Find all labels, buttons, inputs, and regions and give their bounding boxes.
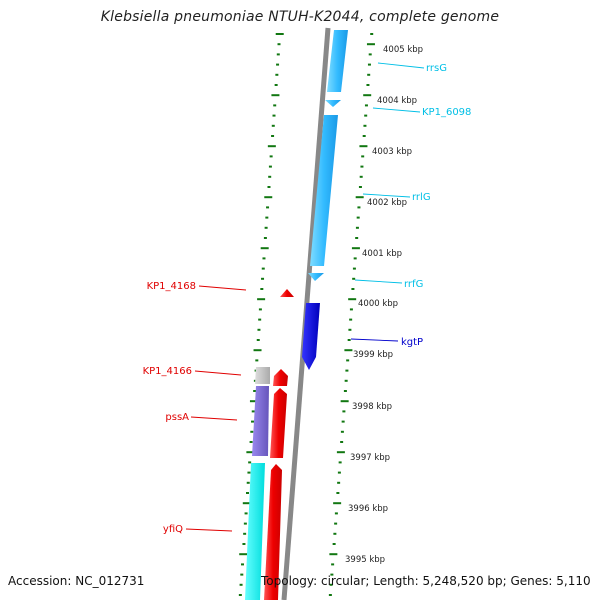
gene-pssA-red-feature[interactable]	[270, 388, 287, 458]
tick-label-3997: 3997 kbp	[350, 453, 390, 463]
label-yfiQ[interactable]: yfiQ	[163, 524, 183, 535]
tick-label-3998: 3998 kbp	[352, 402, 392, 412]
leader-KP1-4168	[198, 285, 247, 291]
genome-title: Klebsiella pneumoniae NTUH-K2044, comple…	[100, 9, 500, 25]
tick-label-3995: 3995 kbp	[345, 555, 385, 565]
tick-label-4005: 4005 kbp	[383, 45, 423, 55]
gene-yfiQ-red-feature[interactable]	[264, 464, 282, 600]
gene-rrsG-feature[interactable]	[327, 30, 348, 92]
tick-label-4001: 4001 kbp	[362, 249, 402, 259]
tick-label-4003: 4003 kbp	[372, 147, 412, 157]
gene-KP1-6098-feature[interactable]	[325, 100, 341, 107]
leader-rrsG	[377, 62, 425, 69]
tick-label-3999: 3999 kbp	[353, 350, 393, 360]
gene-rrlG-feature[interactable]	[310, 115, 338, 266]
gene-rrfG-feature[interactable]	[308, 273, 324, 281]
topology-text: Topology: circular; Length: 5,248,520 bp…	[261, 574, 591, 588]
label-kgtP[interactable]: kgtP	[401, 337, 423, 348]
label-rrsG[interactable]: rrsG	[426, 63, 447, 74]
tick-label-4000: 4000 kbp	[358, 299, 398, 309]
leader-KP1-4166	[194, 370, 242, 376]
tick-label-3996: 3996 kbp	[348, 504, 388, 514]
leader-KP1-6098	[372, 107, 421, 113]
scale-tick-labels: 4005 kbp 4004 kbp 4003 kbp 4002 kbp 4001…	[345, 45, 423, 565]
right-scale-ring	[328, 33, 375, 596]
label-pssA[interactable]: pssA	[165, 412, 189, 423]
label-KP1-6098[interactable]: KP1_6098	[422, 107, 471, 118]
tick-label-4004: 4004 kbp	[377, 96, 417, 106]
tick-label-4002: 4002 kbp	[367, 198, 407, 208]
gene-KP1-4166-red-feature[interactable]	[273, 369, 288, 386]
label-KP1-4166[interactable]: KP1_4166	[143, 366, 192, 377]
leader-kgtP	[350, 338, 399, 342]
gene-KP1-4166-grey-feature[interactable]	[255, 367, 270, 384]
gene-KP1-4168-feature[interactable]	[280, 289, 294, 297]
label-rrfG[interactable]: rrfG	[404, 279, 423, 290]
leader-yfiQ	[185, 528, 233, 532]
label-rrlG[interactable]: rrlG	[412, 192, 431, 203]
gene-pssA-purple-feature[interactable]	[252, 386, 269, 456]
gene-yfiQ-cyan-feature[interactable]	[245, 463, 265, 600]
leader-rrlG	[362, 193, 411, 198]
right-gene-labels: rrsG KP1_6098 rrlG rrfG kgtP	[350, 62, 471, 348]
accession-text: Accession: NC_012731	[8, 574, 145, 588]
leader-pssA	[190, 416, 238, 421]
left-scale-ring	[238, 33, 284, 596]
leader-rrfG	[354, 279, 403, 284]
gene-kgtP-feature[interactable]	[302, 303, 320, 370]
left-gene-labels: KP1_4168 KP1_4166 pssA yfiQ	[143, 281, 247, 535]
label-KP1-4168[interactable]: KP1_4168	[147, 281, 196, 292]
